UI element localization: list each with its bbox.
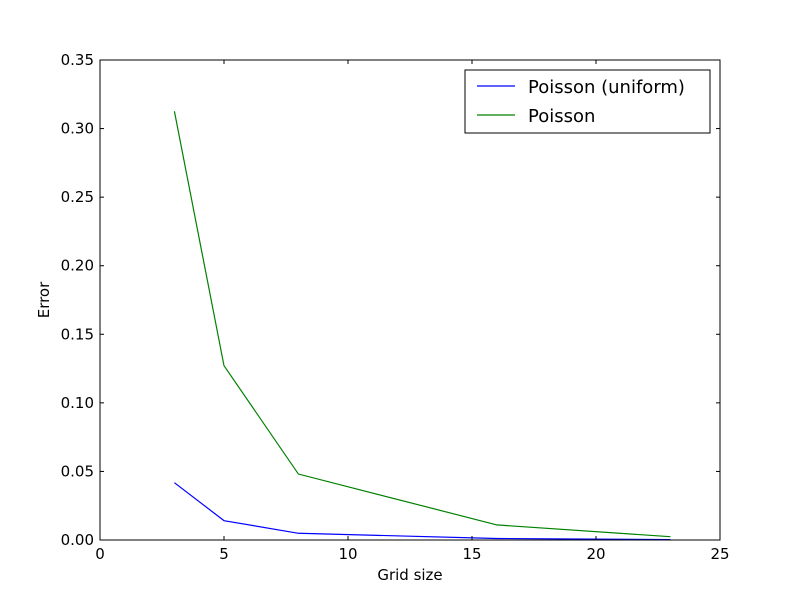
tick-labels-layer: 0 5 10 15 20 25 0.00 0.05 0.10 0.15 0.20 0.25 0.30 0.… <box>61 51 730 563</box>
y-tick-label: 0.05 <box>61 462 94 480</box>
x-tick-label: 10 <box>338 545 357 563</box>
y-axis-label: Error <box>35 281 53 318</box>
legend-label-0: Poisson (uniform) <box>528 77 685 98</box>
y-tick-label: 0.00 <box>61 531 94 549</box>
series-line-1 <box>173 111 671 538</box>
y-tick-label: 0.10 <box>61 394 94 412</box>
series-line-0 <box>174 482 671 541</box>
x-tick-label: 5 <box>219 545 229 563</box>
legend-box <box>464 69 711 134</box>
legend-label-1: Poisson <box>528 106 595 127</box>
series-layer <box>173 111 671 541</box>
legend-entries: Poisson (uniform) Poisson <box>477 77 685 127</box>
ticks-layer <box>99 59 721 541</box>
y-tick-label: 0.20 <box>61 257 94 275</box>
x-tick-label: 0 <box>95 545 105 563</box>
y-tick-label: 0.25 <box>61 188 94 206</box>
legend: Poisson (uniform) Poisson <box>464 69 711 134</box>
x-tick-label: 25 <box>710 545 729 563</box>
plot-area <box>100 60 720 540</box>
y-tick-label: 0.35 <box>61 51 94 69</box>
y-tick-label: 0.15 <box>61 325 94 343</box>
y-tick-label: 0.30 <box>61 120 94 138</box>
x-axis-label: Grid size <box>377 566 442 584</box>
x-tick-label: 15 <box>462 545 481 563</box>
x-tick-label: 20 <box>586 545 605 563</box>
plot-frame <box>99 59 721 541</box>
